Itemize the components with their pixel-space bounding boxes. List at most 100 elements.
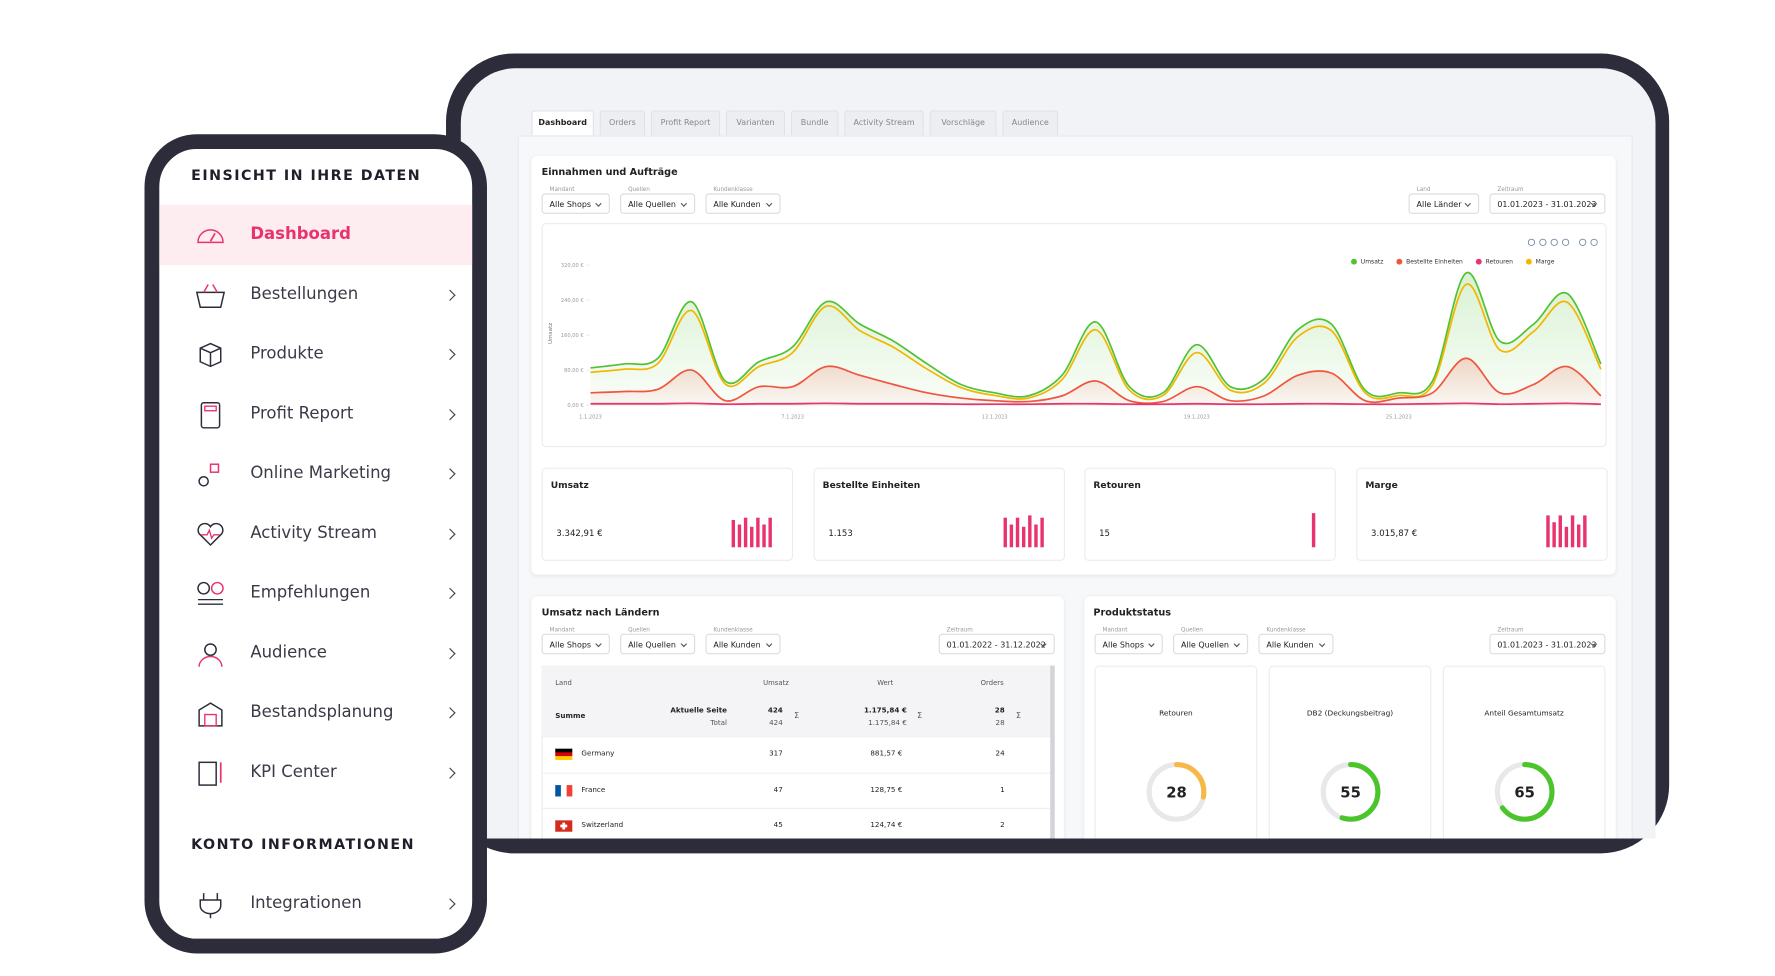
cell: France [581, 785, 606, 794]
kpi-value: 3.342,91 € [556, 527, 603, 539]
tab-label: Audience [1011, 118, 1049, 128]
toolbar-icon [1527, 238, 1536, 246]
flag [555, 784, 573, 796]
menu-icon [197, 522, 224, 546]
dropdown-value: 01.01.2023 - 31.01.2023 [1497, 199, 1597, 209]
icon-shape [197, 598, 224, 605]
summary-total-label: Total [710, 719, 728, 728]
donut-value: 65 [1514, 785, 1535, 802]
tab-label: Activity Stream [853, 118, 915, 128]
dropdown-chevron [680, 640, 688, 648]
summary-value: 28 [994, 706, 1005, 715]
dropdown[interactable]: Alle Shops [1094, 633, 1163, 655]
tab[interactable]: Activity Stream [844, 110, 924, 136]
tab[interactable]: Varianten [725, 110, 786, 136]
card-title: Produktstatus [1093, 607, 1171, 619]
spark-bar [731, 519, 736, 548]
spark-bar [1564, 526, 1569, 548]
row-line [541, 771, 1051, 774]
icon-shape [210, 581, 224, 595]
filter-label: Kundenklasse [713, 626, 753, 634]
menu-icon [198, 702, 223, 727]
chart-frame [541, 223, 1607, 448]
menu-label: Profit Report [250, 404, 354, 423]
dropdown[interactable]: Alle Shops [541, 633, 610, 655]
dropdown-chevron [595, 640, 602, 648]
sigma: Σ [794, 711, 800, 721]
dropdown[interactable]: Alle Quellen [620, 193, 696, 214]
summary-value: 28 [995, 719, 1005, 728]
flag-cross [560, 822, 568, 830]
dropdown[interactable]: Alle Quellen [620, 633, 696, 655]
table-header-bg [541, 665, 1052, 737]
legend-dot [1396, 258, 1403, 265]
menu-icon [200, 401, 221, 428]
phone-frame: EINSICHT IN IHRE DATEN Dashboard Bestellun… [144, 134, 487, 954]
cell: 1 [1000, 785, 1005, 794]
tab[interactable]: Orders [599, 110, 646, 136]
flag-stripe [555, 752, 573, 757]
kpi-value: 15 [1099, 527, 1110, 539]
spark-bars [1311, 513, 1315, 548]
filter-label: Zeitraum [1497, 626, 1524, 634]
dropdown-chevron [595, 200, 602, 207]
donut: 55 [1320, 762, 1380, 822]
menu-icon [198, 642, 223, 667]
filter-label: Mandant [549, 626, 575, 634]
dropdown[interactable]: 01.01.2022 - 31.12.2022 [938, 633, 1055, 655]
icon-shape [198, 475, 209, 487]
dropdown-chevron [765, 640, 773, 648]
line [590, 283, 1602, 401]
flag-stripe [555, 756, 573, 761]
menu-label: Empfehlungen [250, 583, 371, 602]
icon-shape [204, 713, 217, 727]
tab[interactable]: Profit Report [650, 110, 721, 136]
menu-icon [197, 229, 224, 244]
row-line [541, 807, 1051, 809]
dropdown[interactable]: Alle Kunden [1258, 633, 1334, 655]
spark-bar [1003, 517, 1008, 548]
kpi-value: 3.015,87 € [1371, 527, 1418, 539]
menu-icon [198, 463, 220, 487]
icon-shape [203, 283, 218, 293]
y-tick-label: 0,00 € [567, 403, 583, 409]
dropdown-chevron [1318, 640, 1326, 648]
toolbar-icon [1550, 238, 1558, 246]
line [590, 272, 1602, 398]
dropdown[interactable]: Alle Kunden [705, 633, 781, 655]
tab[interactable]: Vorschläge [929, 110, 997, 136]
filter-label: Mandant [549, 186, 575, 194]
tab[interactable]: Bundle [790, 110, 839, 136]
legend-dot [1351, 258, 1357, 265]
donut: 65 [1494, 762, 1554, 822]
dropdown[interactable]: Alle Quellen [1173, 633, 1249, 655]
y-tick-label: 240,00 € [561, 298, 584, 304]
donut-label: Retouren [1159, 708, 1193, 718]
x-tick-label: 7.1.2023 [781, 415, 804, 421]
tab-label: Vorschläge [941, 118, 985, 128]
sigma: Σ [917, 711, 923, 721]
tab[interactable]: Audience [1002, 110, 1059, 136]
icon-shape [198, 702, 223, 727]
line [590, 402, 1601, 406]
dropdown[interactable]: Alle Länder [1408, 193, 1480, 214]
section-title: KONTO INFORMATIONEN [191, 835, 415, 853]
table-header: Wert [877, 679, 894, 688]
icon-shape [209, 232, 216, 242]
donut-card [1442, 665, 1606, 839]
y-tick-label: 160,00 € [561, 333, 584, 339]
menu-icon [199, 342, 222, 368]
menu-icon [197, 581, 224, 605]
dropdown[interactable]: Alle Kunden [705, 193, 781, 214]
donut-arc [1146, 762, 1206, 822]
tab[interactable]: Dashboard [531, 110, 594, 136]
table-header: Umsatz [763, 679, 789, 688]
dropdown-value: Alle Kunden [713, 199, 761, 209]
summary-page-label: Aktuelle Seite [670, 706, 728, 715]
dropdown-value: Alle Länder [1416, 199, 1462, 209]
kpi-title: Bestellte Einheiten [822, 480, 921, 491]
dropdown[interactable]: 01.01.2023 - 31.01.2023 [1489, 633, 1606, 655]
dropdown[interactable]: 01.01.2023 - 31.01.2023 [1489, 193, 1606, 214]
dropdown[interactable]: Alle Shops [541, 193, 610, 214]
icon-shape [197, 522, 224, 546]
